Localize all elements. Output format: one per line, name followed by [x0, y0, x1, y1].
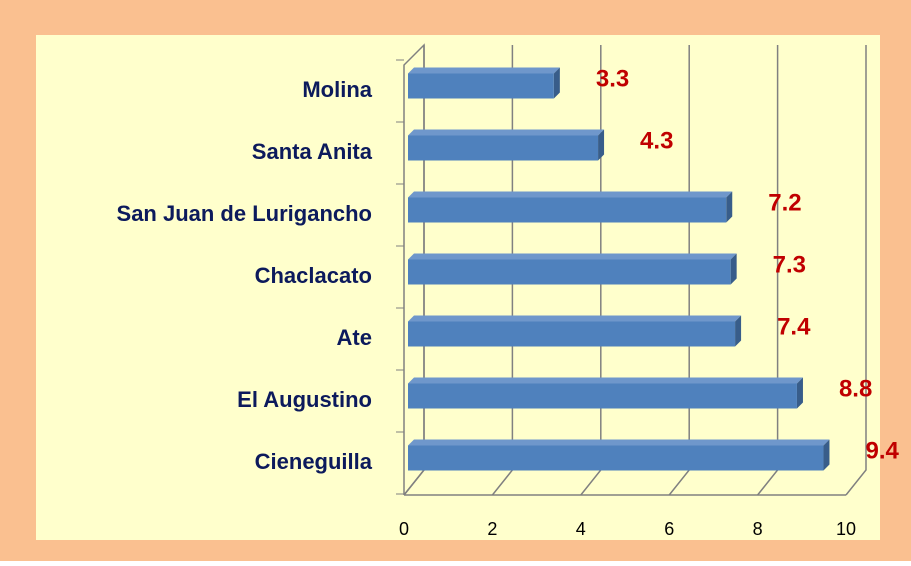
- y-tick-label: El Augustino: [237, 387, 372, 412]
- y-tick-label: Ate: [337, 325, 372, 350]
- y-tick-label: Chaclacato: [255, 263, 372, 288]
- bar-face: [796, 377, 803, 409]
- grid-line: [845, 45, 867, 496]
- bar-face: [730, 253, 737, 285]
- x-tick-label: 4: [576, 519, 586, 539]
- y-tick-label: San Juan de Lurigancho: [117, 201, 372, 226]
- bar-face: [408, 445, 824, 471]
- bar-face: [726, 191, 733, 223]
- x-tick-label: 2: [487, 519, 497, 539]
- x-tick-label: 10: [836, 519, 856, 539]
- bar-face: [408, 253, 737, 260]
- value-label: 4.3: [640, 127, 673, 154]
- bar: [408, 377, 803, 409]
- bar-face: [408, 315, 742, 322]
- bar-face: [408, 321, 736, 347]
- value-label: 9.4: [865, 437, 899, 464]
- bar-face: [408, 73, 554, 99]
- bar: [408, 439, 830, 471]
- x-tick-label: 0: [399, 519, 409, 539]
- value-label: 7.2: [768, 189, 801, 216]
- bar-face: [408, 129, 605, 136]
- bar-face: [823, 439, 830, 471]
- value-label: 3.3: [596, 65, 629, 92]
- bar-face: [408, 439, 830, 446]
- bar-face: [408, 383, 797, 409]
- y-tick-label: Cieneguilla: [255, 449, 373, 474]
- bar: [408, 67, 560, 99]
- bar-face: [408, 135, 599, 161]
- value-label: 8.8: [839, 375, 872, 402]
- x-tick-label: 6: [664, 519, 674, 539]
- value-label: 7.3: [773, 251, 806, 278]
- bar-face: [553, 67, 560, 99]
- bar: [408, 253, 737, 285]
- bar-face: [598, 129, 605, 161]
- bar-face: [408, 377, 803, 384]
- value-label: 7.4: [777, 313, 811, 340]
- bar-face: [408, 67, 560, 74]
- bar-face: [408, 259, 731, 285]
- bar: [408, 191, 733, 223]
- bar-face: [735, 315, 742, 347]
- x-tick-label: 8: [753, 519, 763, 539]
- bar-face: [408, 191, 733, 198]
- bar: [408, 315, 742, 347]
- y-tick-label: Molina: [302, 77, 372, 102]
- bar-face: [408, 197, 727, 223]
- y-tick-label: Santa Anita: [252, 139, 373, 164]
- bar: [408, 129, 605, 161]
